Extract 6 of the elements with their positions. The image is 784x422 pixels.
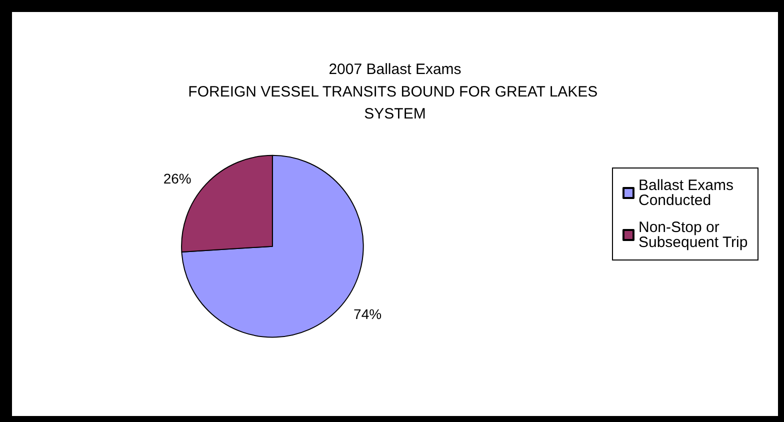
- chart-subtitle: FOREIGN VESSEL TRANSITS BOUND FOR GREAT LAKES SYSTEM: [188, 84, 602, 122]
- legend-label: Non-Stop or Subsequent Trip: [638, 219, 748, 251]
- data-label: 26%: [163, 170, 192, 187]
- legend-label: Ballast Exams Conducted: [638, 177, 738, 209]
- chart-title: 2007 Ballast Exams: [328, 61, 462, 78]
- data-label: 74%: [354, 306, 382, 322]
